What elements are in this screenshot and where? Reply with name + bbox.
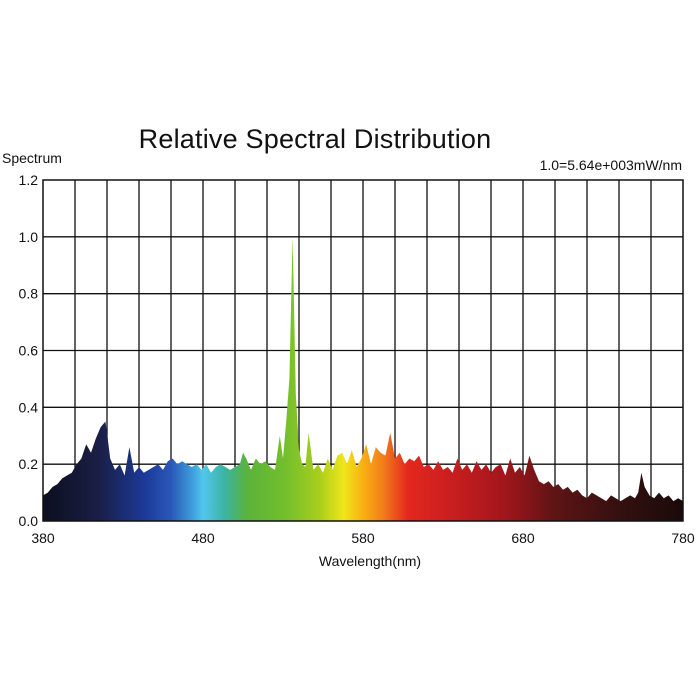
y-tick-label: 0.2 [19, 456, 39, 472]
chart-title: Relative Spectral Distribution [138, 124, 492, 154]
x-tick-label: 380 [31, 530, 55, 546]
x-tick-label: 480 [191, 530, 215, 546]
plot-frame [42, 179, 684, 522]
y-tick-label: 1.0 [19, 229, 39, 245]
tick-labels: 0.0 0.2 0.4 0.6 0.8 1.0 1.2 380 480 580 680 780 [19, 172, 695, 546]
y-tick-label: 0.6 [19, 343, 39, 359]
x-axis-label: Wavelength(nm) [318, 553, 422, 569]
x-tick-label: 580 [351, 530, 375, 546]
y-tick-label: 0.4 [19, 399, 39, 415]
scale-note: 1.0=5.64e+003mW/nm [539, 157, 682, 173]
gridlines [43, 180, 683, 521]
spectrum-area [43, 236, 683, 522]
y-tick-label: 0.8 [19, 286, 39, 302]
x-tick-label: 780 [671, 530, 695, 546]
y-tick-label: 1.2 [19, 172, 39, 188]
y-axis-label: Spectrum [2, 150, 62, 166]
x-tick-label: 680 [511, 530, 535, 546]
y-tick-label: 0.0 [19, 513, 39, 529]
